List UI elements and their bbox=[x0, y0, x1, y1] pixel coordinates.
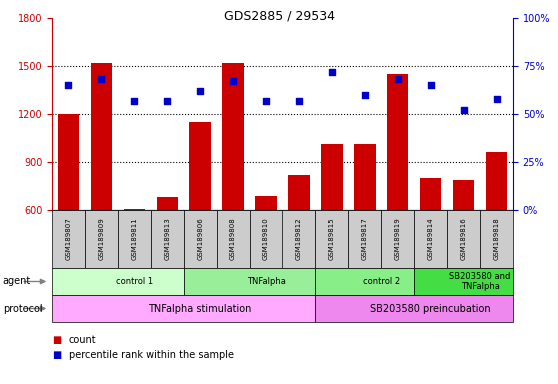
Text: protocol: protocol bbox=[3, 303, 42, 313]
Text: count: count bbox=[69, 335, 97, 345]
Point bbox=[229, 78, 238, 84]
Point bbox=[393, 76, 402, 83]
Bar bbox=[184, 268, 315, 295]
Text: GSM189807: GSM189807 bbox=[65, 218, 71, 260]
Bar bbox=[321, 144, 343, 210]
Text: control 1: control 1 bbox=[116, 277, 153, 286]
Text: TNFalpha stimulation: TNFalpha stimulation bbox=[148, 303, 252, 313]
Text: GSM189815: GSM189815 bbox=[329, 218, 335, 260]
Text: control 2: control 2 bbox=[363, 277, 400, 286]
Text: ■: ■ bbox=[52, 335, 61, 345]
Text: SB203580 and
TNFalpha: SB203580 and TNFalpha bbox=[449, 272, 511, 291]
Text: GSM189817: GSM189817 bbox=[362, 218, 368, 260]
Bar bbox=[52, 210, 85, 268]
Bar bbox=[58, 114, 79, 210]
Bar bbox=[52, 295, 315, 322]
Bar bbox=[315, 268, 414, 295]
Text: GSM189809: GSM189809 bbox=[98, 218, 104, 260]
Bar bbox=[184, 210, 217, 268]
Point bbox=[328, 69, 336, 75]
Bar bbox=[217, 210, 249, 268]
Point bbox=[64, 82, 73, 88]
Bar bbox=[118, 210, 151, 268]
Point bbox=[426, 82, 435, 88]
Bar bbox=[223, 63, 244, 210]
Point bbox=[130, 98, 139, 104]
Point bbox=[262, 98, 271, 104]
Text: percentile rank within the sample: percentile rank within the sample bbox=[69, 350, 234, 360]
Bar bbox=[486, 152, 507, 210]
Bar bbox=[447, 210, 480, 268]
Bar bbox=[381, 210, 414, 268]
Bar bbox=[157, 197, 178, 210]
Bar bbox=[354, 144, 376, 210]
Bar bbox=[151, 210, 184, 268]
Text: GSM189813: GSM189813 bbox=[164, 218, 170, 260]
Point bbox=[295, 98, 304, 104]
Bar bbox=[249, 210, 282, 268]
Bar bbox=[85, 210, 118, 268]
Bar bbox=[348, 210, 381, 268]
Text: GSM189816: GSM189816 bbox=[460, 218, 466, 260]
Text: GSM189808: GSM189808 bbox=[230, 218, 236, 260]
Bar bbox=[256, 195, 277, 210]
Text: SB203580 preincubation: SB203580 preincubation bbox=[371, 303, 491, 313]
Text: agent: agent bbox=[3, 276, 31, 286]
Bar bbox=[52, 268, 184, 295]
Text: GSM189811: GSM189811 bbox=[131, 218, 137, 260]
Bar bbox=[414, 210, 447, 268]
Bar bbox=[387, 74, 408, 210]
Bar bbox=[480, 210, 513, 268]
Text: GSM189818: GSM189818 bbox=[493, 218, 499, 260]
Bar bbox=[190, 122, 211, 210]
Bar bbox=[414, 268, 513, 295]
Text: GSM189806: GSM189806 bbox=[197, 218, 203, 260]
Text: GSM189812: GSM189812 bbox=[296, 218, 302, 260]
Bar bbox=[124, 209, 145, 210]
Text: GSM189814: GSM189814 bbox=[427, 218, 434, 260]
Text: GSM189819: GSM189819 bbox=[395, 218, 401, 260]
Point bbox=[492, 96, 501, 102]
Point bbox=[196, 88, 205, 94]
Bar bbox=[315, 295, 513, 322]
Bar bbox=[453, 180, 474, 210]
Point bbox=[459, 107, 468, 113]
Bar bbox=[315, 210, 348, 268]
Bar bbox=[282, 210, 315, 268]
Bar bbox=[91, 63, 112, 210]
Text: GDS2885 / 29534: GDS2885 / 29534 bbox=[224, 10, 334, 23]
Bar bbox=[288, 175, 310, 210]
Bar bbox=[420, 178, 441, 210]
Text: GSM189810: GSM189810 bbox=[263, 218, 269, 260]
Point bbox=[163, 98, 172, 104]
Point bbox=[97, 76, 106, 83]
Text: ■: ■ bbox=[52, 350, 61, 360]
Text: TNFalpha: TNFalpha bbox=[247, 277, 286, 286]
Point bbox=[360, 92, 369, 98]
